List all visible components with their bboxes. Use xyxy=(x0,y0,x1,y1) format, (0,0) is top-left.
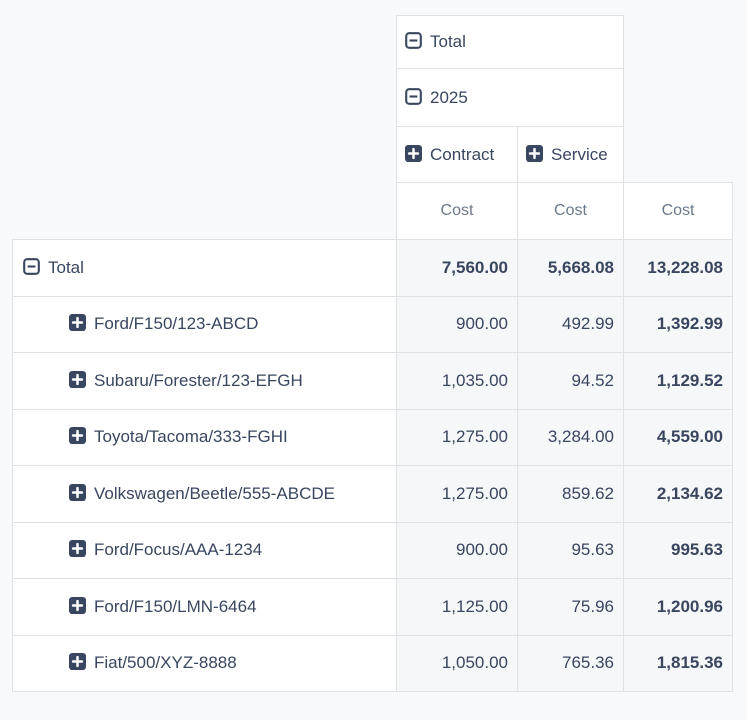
pivot-cell: 1,129.52 xyxy=(623,352,734,410)
table-row: Ford/Focus/AAA-1234 900.00 95.63 995.63 xyxy=(12,521,734,579)
table-row: Fiat/500/XYZ-8888 1,050.00 765.36 1,815.… xyxy=(12,634,734,692)
col-header-row-groups: Contract Service xyxy=(13,126,733,183)
table-row: Ford/F150/LMN-6464 1,125.00 75.96 1,200.… xyxy=(12,578,734,636)
plus-square-icon[interactable] xyxy=(67,539,88,559)
measure-header-contract-cost[interactable]: Cost xyxy=(396,182,518,240)
plus-square-icon[interactable] xyxy=(67,426,88,446)
row-header-label: Ford/F150/123-ABCD xyxy=(94,314,259,334)
corner-blank xyxy=(13,16,397,69)
header-blank xyxy=(624,69,733,127)
row-header-label: Ford/F150/LMN-6464 xyxy=(94,596,257,616)
row-header-label: Ford/Focus/AAA-1234 xyxy=(94,540,263,560)
plus-square-icon[interactable] xyxy=(403,143,424,163)
pivot-cell: 2,134.62 xyxy=(623,465,734,523)
table-row: Subaru/Forester/123-EFGH 1,035.00 94.52 … xyxy=(12,352,734,410)
pivot-cell: 1,275.00 xyxy=(396,408,518,466)
row-header-fiat-500-xyz-8888[interactable]: Fiat/500/XYZ-8888 xyxy=(12,634,397,692)
pivot-cell: 1,125.00 xyxy=(396,578,518,636)
pivot-cell: 4,559.00 xyxy=(623,408,734,466)
pivot-cell: 7,560.00 xyxy=(396,239,518,297)
header-blank xyxy=(624,16,733,69)
row-header-label: Toyota/Tacoma/333-FGHI xyxy=(94,427,288,447)
pivot-cell: 1,815.36 xyxy=(623,634,734,692)
col-header-total[interactable]: Total xyxy=(395,15,625,69)
row-header-volkswagen-beetle-555-abcde[interactable]: Volkswagen/Beetle/555-ABCDE xyxy=(12,465,397,523)
plus-square-icon[interactable] xyxy=(67,482,88,502)
row-header-label: Total xyxy=(48,257,84,277)
row-header-toyota-tacoma-333-fghi[interactable]: Toyota/Tacoma/333-FGHI xyxy=(12,408,397,466)
pivot-cell: 900.00 xyxy=(396,295,518,353)
pivot-cell: 13,228.08 xyxy=(623,239,734,297)
pivot-cell: 75.96 xyxy=(516,578,625,636)
col-header-contract-label: Contract xyxy=(430,144,495,164)
col-header-service-label: Service xyxy=(551,144,608,164)
corner-blank xyxy=(13,69,397,127)
row-header-ford-f150-lmn-6464[interactable]: Ford/F150/LMN-6464 xyxy=(12,578,397,636)
pivot-cell: 3,284.00 xyxy=(516,408,625,466)
col-header-2025[interactable]: 2025 xyxy=(395,68,625,127)
row-header-ford-focus-aaa-1234[interactable]: Ford/Focus/AAA-1234 xyxy=(12,521,397,579)
plus-square-icon[interactable] xyxy=(67,595,88,615)
pivot-cell: 995.63 xyxy=(623,521,734,579)
col-header-contract[interactable]: Contract xyxy=(396,126,518,183)
minus-square-icon[interactable] xyxy=(405,87,422,105)
col-header-service[interactable]: Service xyxy=(516,126,625,183)
pivot-cell: 94.52 xyxy=(516,352,625,410)
row-header-ford-f150-123-abcd[interactable]: Ford/F150/123-ABCD xyxy=(12,295,397,353)
table-row: Toyota/Tacoma/333-FGHI 1,275.00 3,284.00… xyxy=(12,408,734,466)
pivot-table: Total 2025 Contract Service Cost Cost Co… xyxy=(12,15,734,692)
plus-square-icon[interactable] xyxy=(67,313,88,333)
row-header-label: Fiat/500/XYZ-8888 xyxy=(94,653,237,673)
measure-header-row: Cost Cost Cost xyxy=(13,182,734,240)
col-header-2025-label: 2025 xyxy=(430,87,468,107)
row-header-total[interactable]: Total xyxy=(12,239,397,297)
table-row: Volkswagen/Beetle/555-ABCDE 1,275.00 859… xyxy=(12,465,734,523)
table-row: Ford/F150/123-ABCD 900.00 492.99 1,392.9… xyxy=(12,295,734,353)
pivot-cell: 1,035.00 xyxy=(396,352,518,410)
table-row-total: Total 7,560.00 5,668.08 13,228.08 xyxy=(12,239,734,297)
pivot-cell: 765.36 xyxy=(516,634,625,692)
pivot-cell: 492.99 xyxy=(516,295,625,353)
pivot-cell: 95.63 xyxy=(516,521,625,579)
minus-square-icon[interactable] xyxy=(23,257,40,275)
pivot-cell: 900.00 xyxy=(396,521,518,579)
row-header-subaru-forester-123-efgh[interactable]: Subaru/Forester/123-EFGH xyxy=(12,352,397,410)
pivot-cell: 5,668.08 xyxy=(516,239,625,297)
minus-square-icon[interactable] xyxy=(405,32,422,49)
col-header-row-year: 2025 xyxy=(13,68,733,127)
row-header-label: Subaru/Forester/123-EFGH xyxy=(94,370,303,390)
header-blank xyxy=(624,127,733,183)
pivot-cell: 1,200.96 xyxy=(623,578,734,636)
measure-header-total-cost[interactable]: Cost xyxy=(623,182,734,240)
row-header-label: Volkswagen/Beetle/555-ABCDE xyxy=(94,483,335,503)
pivot-cell: 1,275.00 xyxy=(396,465,518,523)
plus-square-icon[interactable] xyxy=(524,143,545,163)
corner-blank xyxy=(13,127,397,183)
plus-square-icon[interactable] xyxy=(67,652,88,672)
corner-blank xyxy=(13,183,397,240)
pivot-cell: 859.62 xyxy=(516,465,625,523)
pivot-cell: 1,392.99 xyxy=(623,295,734,353)
pivot-cell: 1,050.00 xyxy=(396,634,518,692)
plus-square-icon[interactable] xyxy=(67,369,88,389)
measure-header-service-cost[interactable]: Cost xyxy=(516,182,625,240)
col-header-total-label: Total xyxy=(430,32,466,51)
col-header-row-total: Total xyxy=(13,15,733,69)
